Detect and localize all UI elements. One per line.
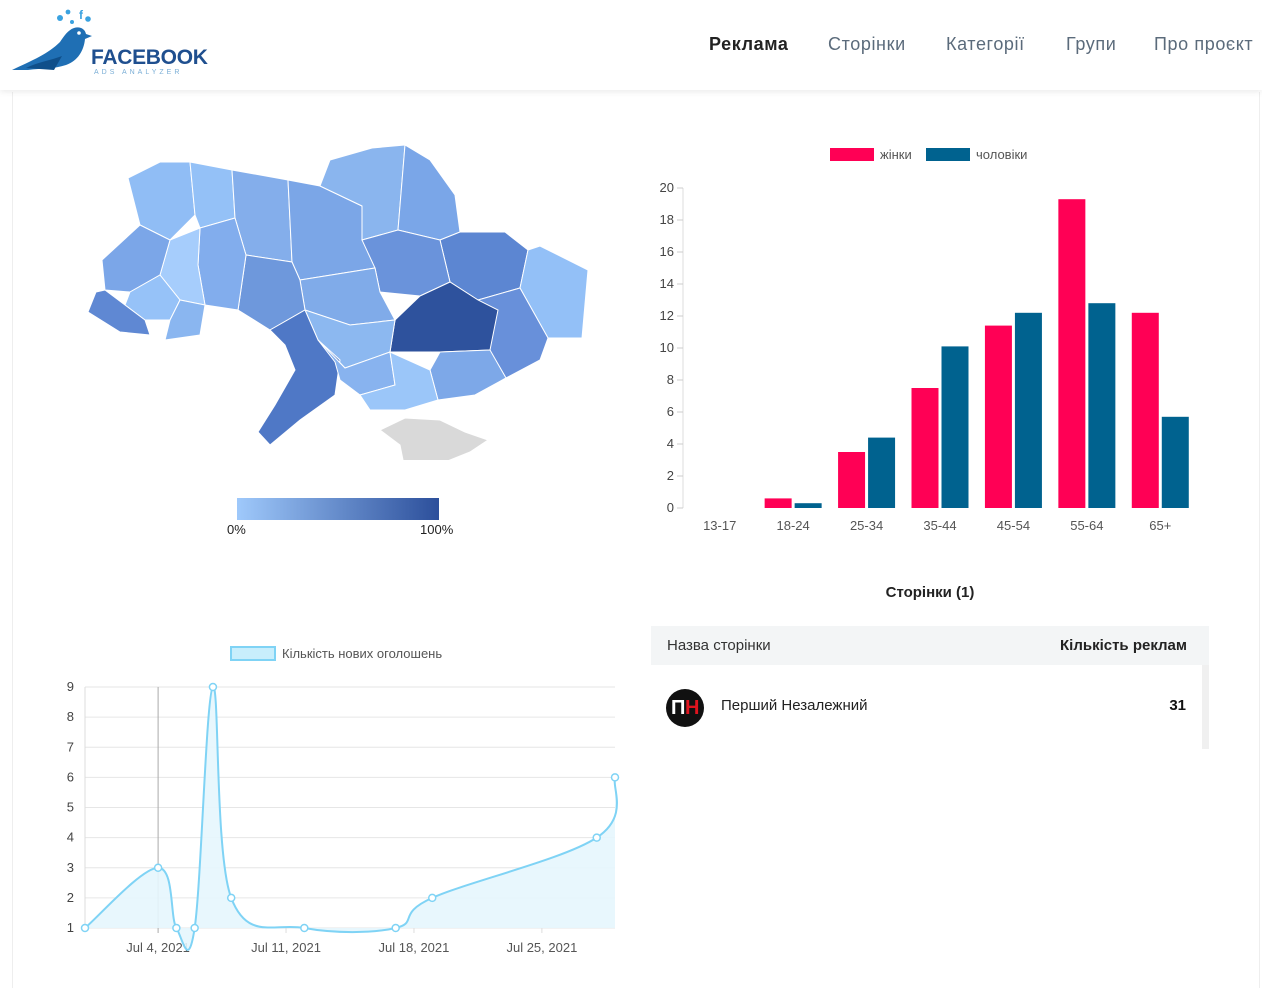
y-tick-label: 8 bbox=[667, 372, 674, 387]
bar-жінки-35-44 bbox=[911, 388, 939, 508]
legend-label: Кількість нових оголошень bbox=[282, 646, 442, 661]
nav-categories[interactable]: Категорії bbox=[946, 34, 1025, 54]
y-tick-label: 0 bbox=[667, 500, 674, 515]
data-point-7 bbox=[391, 923, 400, 933]
data-point-1 bbox=[153, 863, 163, 872]
age-gender-bar-chart: жінки чоловіки 0 2 4 6 8 10 12 14 16 18 20 13-17 18-24… bbox=[640, 140, 1210, 555]
region-kherson[interactable] bbox=[359, 351, 439, 411]
page-avatar: П Н bbox=[666, 689, 704, 727]
bar-жінки-55-64 bbox=[1058, 199, 1086, 508]
bar-жінки-45-54 bbox=[984, 325, 1012, 508]
region-chernivtsi[interactable] bbox=[164, 299, 206, 341]
bar-жінки-25-34 bbox=[838, 452, 866, 508]
bar-чоловіки-45-54 bbox=[1014, 312, 1042, 508]
x-tick-label: 55-64 bbox=[1070, 518, 1103, 533]
x-tick-label: Jul 4, 2021 bbox=[126, 940, 190, 955]
x-tick-label: 25-34 bbox=[850, 518, 883, 533]
region-odesa[interactable] bbox=[257, 309, 341, 446]
y-tick-label: 12 bbox=[660, 308, 674, 323]
x-tick-label: 65+ bbox=[1149, 518, 1171, 533]
bird-logo-icon: f bbox=[12, 8, 92, 71]
x-tick-label: Jul 11, 2021 bbox=[251, 940, 321, 955]
data-point-3 bbox=[190, 923, 199, 933]
y-tick-label: 16 bbox=[660, 244, 674, 259]
ukraine-region-map bbox=[84, 140, 594, 479]
y-tick-label: 5 bbox=[67, 800, 74, 815]
pages-title: Сторінки (1) bbox=[885, 584, 975, 601]
main-content bbox=[12, 92, 1260, 988]
y-tick-label: 8 bbox=[67, 709, 74, 724]
legend-label-1: чоловіки bbox=[976, 147, 1027, 162]
region-rivne[interactable] bbox=[189, 161, 236, 229]
region-khmelnytskyi[interactable] bbox=[197, 217, 247, 311]
y-tick-label: 14 bbox=[660, 276, 674, 291]
data-point-5 bbox=[226, 893, 236, 903]
legend-label-0: жінки bbox=[880, 147, 912, 162]
y-tick-label: 9 bbox=[67, 679, 74, 694]
ads-count: 31 bbox=[1169, 697, 1186, 714]
x-tick-label: 45-54 bbox=[997, 518, 1030, 533]
x-tick-label: 13-17 bbox=[703, 518, 736, 533]
map-color-legend bbox=[237, 498, 439, 520]
nav-pages[interactable]: Сторінки bbox=[828, 34, 906, 54]
region-crimea[interactable] bbox=[379, 417, 490, 479]
data-point-6 bbox=[300, 923, 309, 933]
facebook-ads-analyzer-logo[interactable]: f FACEBOOK ADS ANALYZER bbox=[8, 6, 208, 76]
region-sumy[interactable] bbox=[397, 144, 461, 241]
region-zaporizhzhia[interactable] bbox=[429, 349, 507, 401]
region-zakarpattia[interactable] bbox=[87, 289, 151, 336]
data-point-4 bbox=[208, 682, 218, 692]
y-tick-label: 20 bbox=[660, 180, 674, 195]
x-tick-label: Jul 18, 2021 bbox=[379, 940, 450, 955]
top-header: f FACEBOOK ADS ANALYZER Реклама Сторінки… bbox=[0, 0, 1262, 90]
bar-чоловіки-25-34 bbox=[868, 437, 896, 508]
y-tick-label: 6 bbox=[67, 769, 74, 784]
page-name[interactable]: Перший Незалежний bbox=[721, 697, 868, 714]
data-point-8 bbox=[427, 893, 437, 903]
series-area bbox=[85, 686, 617, 950]
column-ads-count[interactable]: Кількість реклам bbox=[1060, 637, 1187, 654]
logo-text: FACEBOOK bbox=[91, 46, 208, 69]
bar-чоловіки-35-44 bbox=[941, 346, 969, 508]
data-point-0 bbox=[80, 923, 90, 933]
y-tick-label: 7 bbox=[67, 739, 74, 754]
nav-about[interactable]: Про проєкт bbox=[1154, 34, 1254, 54]
legend-max-label: 100% bbox=[420, 522, 454, 537]
legend-min-label: 0% bbox=[227, 522, 246, 537]
y-tick-label: 6 bbox=[667, 404, 674, 419]
table-header: Назва сторінки Кількість реклам bbox=[651, 626, 1209, 665]
pages-table: Назва сторінки Кількість реклам П Н Перш… bbox=[651, 626, 1209, 749]
bar-чоловіки-55-64 bbox=[1088, 303, 1116, 508]
y-tick-label: 4 bbox=[67, 830, 74, 845]
y-tick-label: 18 bbox=[660, 212, 674, 227]
table-row[interactable]: П Н Перший Незалежний 31 bbox=[651, 665, 1209, 749]
logo-subtitle: ADS ANALYZER bbox=[94, 69, 183, 76]
y-tick-label: 4 bbox=[667, 436, 674, 451]
y-tick-label: 1 bbox=[67, 920, 74, 935]
y-tick-label: 10 bbox=[660, 340, 674, 355]
bar-жінки-65+ bbox=[1131, 312, 1159, 508]
data-point-2 bbox=[172, 923, 181, 933]
avatar-letter-n: Н bbox=[685, 697, 700, 719]
x-tick-label: Jul 25, 2021 bbox=[506, 940, 577, 955]
y-tick-label: 2 bbox=[67, 890, 74, 905]
avatar-letter-p: П bbox=[671, 697, 686, 719]
nav-ads[interactable]: Реклама bbox=[709, 34, 789, 54]
column-page-name[interactable]: Назва сторінки bbox=[667, 637, 771, 654]
data-point-10 bbox=[610, 773, 620, 782]
legend-swatch-1 bbox=[926, 148, 970, 161]
svg-text:f: f bbox=[79, 8, 84, 22]
legend-swatch bbox=[230, 646, 276, 661]
legend-swatch-0 bbox=[830, 148, 874, 161]
new-ads-line-chart: Кількість нових оголошень 1 2 3 4 5 6 7 8 9 Jul 4,… bbox=[50, 640, 630, 975]
bar-чоловіки-65+ bbox=[1161, 416, 1189, 508]
bar-чоловіки-18-24 bbox=[794, 503, 822, 508]
x-tick-label: 18-24 bbox=[777, 518, 810, 533]
bar-жінки-18-24 bbox=[764, 498, 792, 508]
y-tick-label: 2 bbox=[667, 468, 674, 483]
y-tick-label: 3 bbox=[67, 860, 74, 875]
data-point-9 bbox=[592, 833, 601, 842]
x-tick-label: 35-44 bbox=[923, 518, 956, 533]
nav-groups[interactable]: Групи bbox=[1066, 34, 1117, 54]
